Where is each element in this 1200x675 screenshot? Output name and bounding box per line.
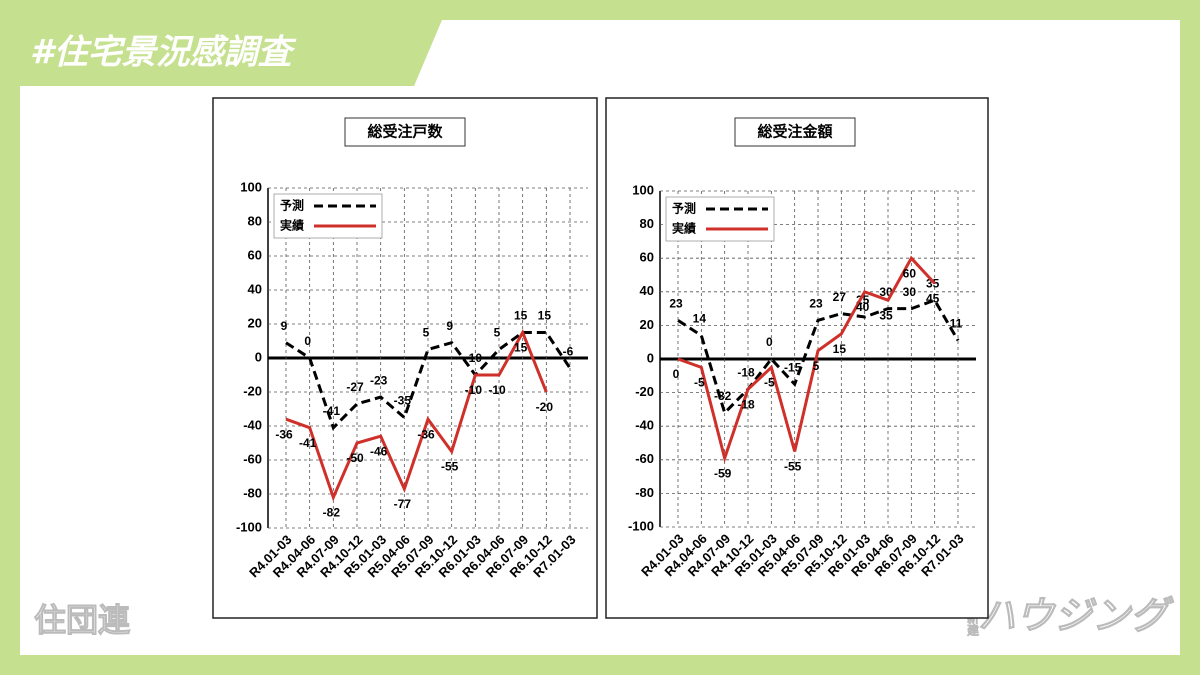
legend-label: 実績: [672, 221, 696, 236]
data-label: 40: [856, 300, 870, 314]
data-label: -55: [784, 460, 802, 474]
data-label: -46: [370, 444, 388, 458]
data-label: -20: [536, 400, 554, 414]
data-label: 60: [903, 266, 917, 280]
data-label: 15: [514, 341, 528, 355]
y-tick-label: -80: [243, 485, 262, 500]
chart-title-box: [344, 117, 466, 147]
y-tick-label: -60: [243, 451, 262, 466]
y-tick-label: -100: [236, 519, 262, 534]
data-label: 5: [813, 359, 820, 373]
data-label: 0: [766, 335, 773, 349]
legend-box: [665, 196, 775, 242]
data-label: 27: [833, 290, 847, 304]
y-tick-label: -40: [243, 417, 262, 432]
y-tick-label: 80: [640, 216, 654, 231]
source: 住団連: [34, 601, 131, 639]
data-label: -15: [784, 360, 802, 374]
y-tick-label: 60: [248, 247, 262, 262]
y-tick-label: -60: [635, 451, 654, 466]
legend-label: 予測: [672, 201, 696, 216]
title-tab: [20, 20, 442, 86]
data-label: -55: [441, 460, 459, 474]
data-label: -18: [737, 365, 755, 379]
data-label: -10: [465, 383, 483, 397]
page-title: #住宅景況感調査: [30, 33, 297, 73]
y-tick-label: 100: [240, 179, 262, 194]
data-label: 0: [673, 367, 680, 381]
y-tick-label: -20: [243, 383, 262, 398]
data-label: 23: [669, 297, 683, 311]
data-label: -6: [563, 344, 574, 358]
data-label: -27: [346, 380, 364, 394]
data-label: -41: [323, 404, 341, 418]
data-label: 14: [693, 312, 707, 326]
series-line: [285, 329, 548, 502]
data-label: -5: [694, 376, 705, 390]
chart-title-box: [734, 117, 856, 147]
data-label: 45: [926, 292, 940, 306]
data-label: -82: [323, 506, 341, 520]
series-line: [285, 331, 572, 431]
y-tick-label: 0: [647, 350, 654, 365]
y-tick-label: -20: [635, 384, 654, 399]
data-label: -59: [714, 466, 732, 480]
data-label: 30: [903, 285, 917, 299]
data-label: -77: [394, 497, 412, 511]
data-label: -10: [465, 351, 483, 365]
y-tick-label: 20: [248, 315, 262, 330]
data-label: 9: [446, 319, 453, 333]
data-label: 35: [879, 308, 893, 322]
y-tick-label: -80: [635, 485, 654, 500]
y-tick-label: -40: [635, 418, 654, 433]
data-label: 9: [281, 319, 288, 333]
legend-label: 予測: [280, 198, 304, 213]
data-label: 5: [494, 326, 501, 340]
data-label: -36: [417, 427, 435, 441]
data-label: -32: [714, 389, 732, 403]
y-tick-label: 60: [640, 250, 654, 265]
y-tick-label: 40: [248, 281, 262, 296]
chart-title: 総受注戸数: [367, 123, 443, 141]
data-label: -41: [299, 436, 317, 450]
data-label: 15: [538, 309, 552, 323]
y-tick-label: 100: [632, 182, 654, 197]
legend-label: 実績: [280, 218, 304, 233]
data-label: -18: [737, 397, 755, 411]
logo: ハウジング: [978, 594, 1174, 638]
data-label: 15: [833, 342, 847, 356]
legend-box: [273, 193, 383, 239]
y-tick-label: 40: [640, 283, 654, 298]
chart-title: 総受注金額: [757, 123, 832, 141]
data-label: 23: [809, 297, 823, 311]
data-label: -5: [764, 376, 775, 390]
data-label: 11: [950, 317, 963, 331]
data-label: -36: [275, 427, 293, 441]
y-tick-label: 0: [255, 349, 262, 364]
data-label: -23: [370, 373, 388, 387]
y-tick-label: -100: [628, 518, 654, 533]
data-label: 0: [304, 334, 311, 348]
data-label: -35: [394, 394, 412, 408]
data-label: -50: [346, 451, 364, 465]
panel: [20, 20, 1180, 655]
data-label: 5: [423, 326, 430, 340]
series-line: [677, 298, 960, 416]
y-tick-label: 80: [248, 213, 262, 228]
series-line: [677, 255, 936, 464]
data-label: 15: [514, 309, 528, 323]
y-tick-label: 20: [640, 317, 654, 332]
data-label: -10: [488, 383, 506, 397]
